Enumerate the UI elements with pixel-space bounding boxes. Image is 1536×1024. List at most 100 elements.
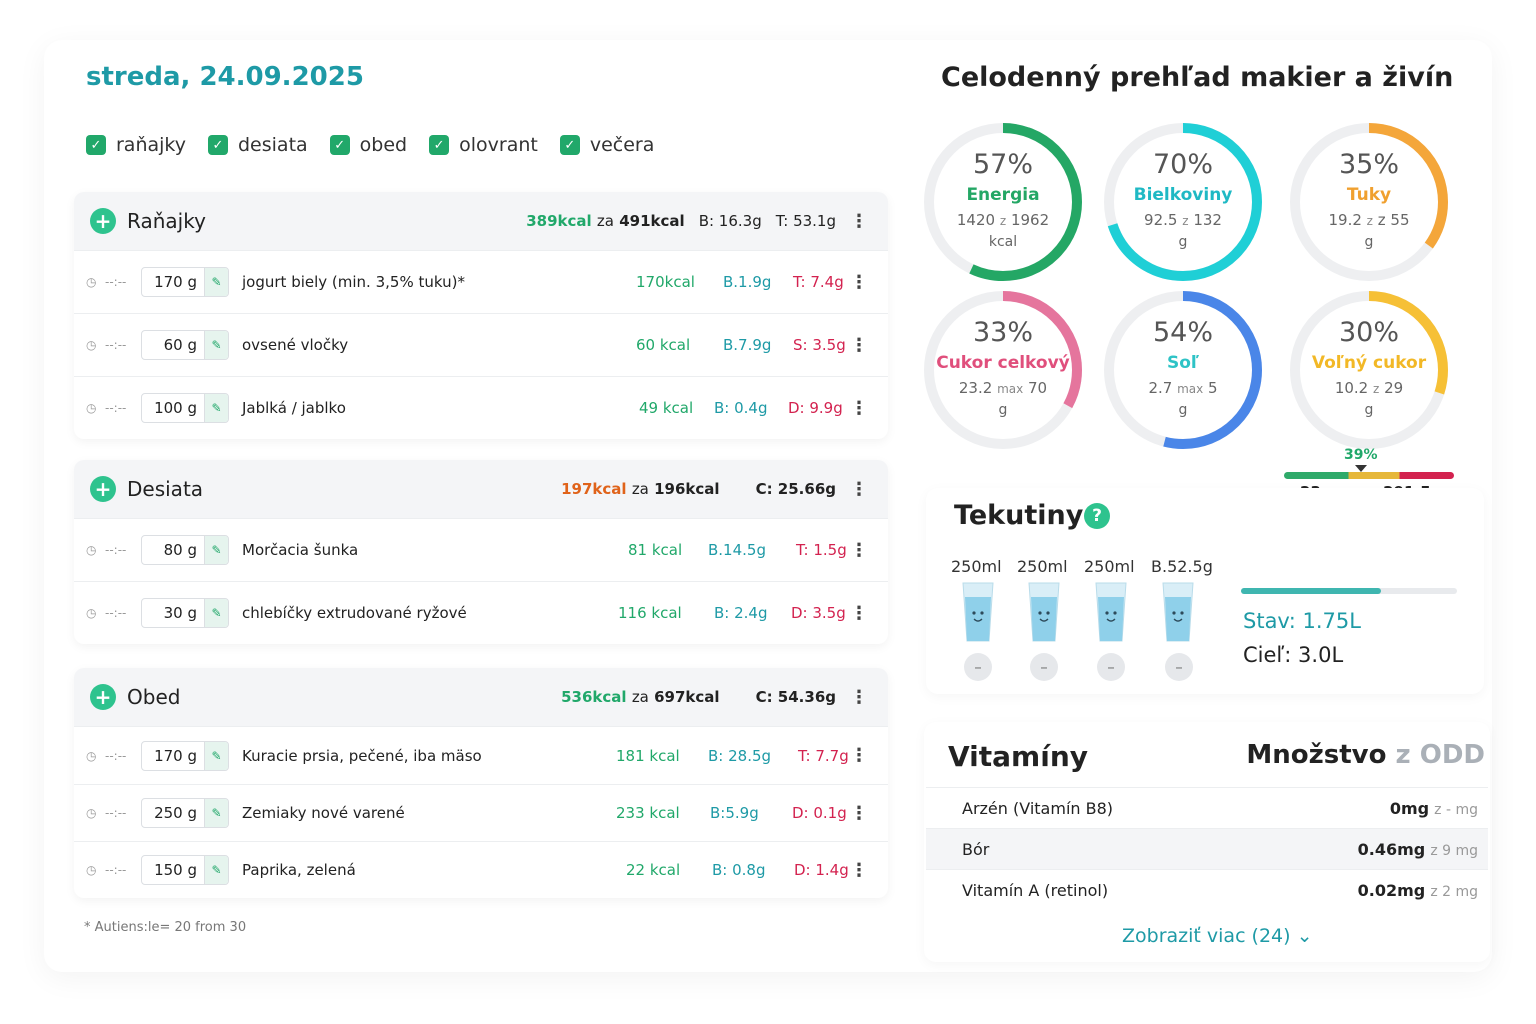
quantity-field[interactable]: 80 g ✎ [141,535,229,565]
clock-icon[interactable]: ◷ [86,543,97,557]
row-menu-icon[interactable]: ⋮ [850,745,868,766]
row-menu-icon[interactable]: ⋮ [850,859,868,881]
ring-percent: 57% [972,149,1033,180]
quantity-field[interactable]: 170 g ✎ [141,740,229,771]
clock-icon[interactable]: ◷ [86,748,97,763]
vitamin-row: Vitamín A (retinol) 0.02mg z 2 mg [926,869,1488,911]
edit-icon[interactable]: ✎ [204,268,228,296]
row-menu-icon[interactable]: ⋮ [850,271,868,293]
edit-icon[interactable]: ✎ [204,856,228,884]
edit-icon[interactable]: ✎ [204,799,228,827]
row-menu-icon[interactable]: ⋮ [850,539,868,561]
vitamin-value: 0.46mg z 9 mg [1357,840,1478,859]
checkbox-icon[interactable]: ✓ [86,135,106,155]
sugar-scale-marker [1355,465,1367,472]
food-kcal: 233 kcal [616,804,680,822]
food-time[interactable]: --:-- [105,543,127,557]
filter-obed[interactable]: ✓ obed [329,134,407,156]
quantity-field[interactable]: 100 g ✎ [141,393,229,423]
edit-icon[interactable]: ✎ [204,394,228,422]
water-glass-icon[interactable] [961,581,995,643]
filter-vecera[interactable]: ✓ večera [559,134,654,156]
macro-ring: 57% Energia 1420 z 1962 kcal [918,117,1088,287]
food-time[interactable]: --:-- [105,863,127,877]
food-protein: B: 0.8g [712,861,766,879]
ring-value: 1420 z 1962 [956,211,1050,229]
checkbox-icon[interactable]: ✓ [208,135,228,155]
food-row: ◷ --:-- 170 g ✎ jogurt biely (min. 3,5% t… [74,250,888,313]
food-protein: B.1.9g [723,273,772,291]
fluid-goal: Cieľ: 3.0L [1243,643,1344,667]
meal-menu-icon[interactable]: ⋮ [850,478,868,500]
meal-menu-icon[interactable]: ⋮ [850,210,868,232]
checkbox-icon[interactable]: ✓ [329,135,350,155]
quantity-field[interactable]: 60 g ✎ [141,330,229,360]
water-glass-icon[interactable] [1094,581,1128,643]
help-icon[interactable]: ? [1084,503,1110,529]
add-food-button[interactable]: + [90,208,116,234]
row-menu-icon[interactable]: ⋮ [850,397,868,419]
clock-icon[interactable]: ◷ [86,863,97,877]
row-menu-icon[interactable]: ⋮ [850,802,868,824]
water-glass-icon[interactable] [1161,581,1195,643]
quantity-field[interactable]: 250 g ✎ [141,798,229,828]
clock-icon[interactable]: ◷ [86,606,97,620]
fluid-progress-bar [1241,588,1457,594]
ring-label: Cukor celkový [936,353,1070,373]
food-fat: T: 7.7g [798,746,849,765]
food-time[interactable]: --:-- [105,401,127,415]
water-glass-icon[interactable] [1027,581,1061,643]
remove-glass-button[interactable]: – [1097,653,1125,681]
food-time[interactable]: --:-- [105,748,127,763]
edit-icon[interactable]: ✎ [204,536,228,564]
remove-glass-button[interactable]: – [964,653,992,681]
food-time[interactable]: --:-- [105,606,127,620]
food-time[interactable]: --:-- [105,806,127,820]
checkbox-icon[interactable]: ✓ [429,135,450,155]
vitamin-name: Arzén (Vitamín B8) [962,799,1114,818]
quantity-field[interactable]: 30 g ✎ [141,598,229,628]
food-kcal: 81 kcal [628,541,683,559]
food-time[interactable]: --:-- [105,338,127,352]
food-fat: T: 7.4g [793,273,844,291]
filter-desiata[interactable]: ✓ desiata [208,134,308,156]
clock-icon[interactable]: ◷ [86,275,97,289]
show-more-link[interactable]: Zobraziť viac (24) ⌄ [1122,925,1313,947]
quantity-field[interactable]: 150 g ✎ [141,855,229,885]
food-row: ◷ --:-- 100 g ✎ Jablká / jablko 49 kcal B… [74,376,888,439]
ring-value: 10.2 z 29 [1334,379,1404,397]
macro-ring: 35% Tuky 19.2 z z 55 g [1284,117,1454,287]
meal-menu-icon[interactable]: ⋮ [850,686,868,708]
glass-label: 250ml [951,557,1002,576]
food-row: ◷ --:-- 80 g ✎ Morčacia šunka 81 kcal B.1… [74,518,888,581]
vitamin-name: Vitamín A (retinol) [962,881,1109,900]
edit-icon[interactable]: ✎ [204,599,228,627]
meal-carbs: C: 25.66g [755,480,836,498]
meal-summary: 197kcal za 196kcal C: 25.66g ⋮ [561,460,868,518]
filter-ranajky[interactable]: ✓ raňajky [86,134,186,156]
checkbox-icon[interactable]: ✓ [559,135,580,155]
clock-icon[interactable]: ◷ [86,401,97,415]
add-food-button[interactable]: + [90,684,116,710]
remove-glass-button[interactable]: – [1165,653,1193,681]
food-fat: S: 3.5g [793,336,846,354]
food-fat: D: 9.9g [788,399,843,417]
filter-olovrant[interactable]: ✓ olovrant [429,134,538,156]
quantity-field[interactable]: 170 g ✎ [141,267,229,297]
row-menu-icon[interactable]: ⋮ [850,602,868,624]
edit-icon[interactable]: ✎ [204,331,228,359]
vitamin-row: Bór 0.46mg z 9 mg [926,828,1488,870]
row-menu-icon[interactable]: ⋮ [850,334,868,356]
fluid-status: Stav: 1.75L [1243,609,1361,633]
edit-icon[interactable]: ✎ [204,741,228,770]
clock-icon[interactable]: ◷ [86,338,97,352]
clock-icon[interactable]: ◷ [86,806,97,820]
glass-label: B.52.5g [1151,557,1213,576]
food-kcal: 60 kcal [636,336,691,354]
food-name: chlebíčky extrudované ryžové [242,604,467,622]
meal-card-ranajky: + Raňajky 389kcal za 491kcal B: 16.3g T:… [74,192,888,439]
meal-header: + Obed 536kcal za 697kcal C: 54.36g ⋮ [74,668,888,726]
add-food-button[interactable]: + [90,476,116,502]
food-time[interactable]: --:-- [105,275,127,289]
remove-glass-button[interactable]: – [1030,653,1058,681]
